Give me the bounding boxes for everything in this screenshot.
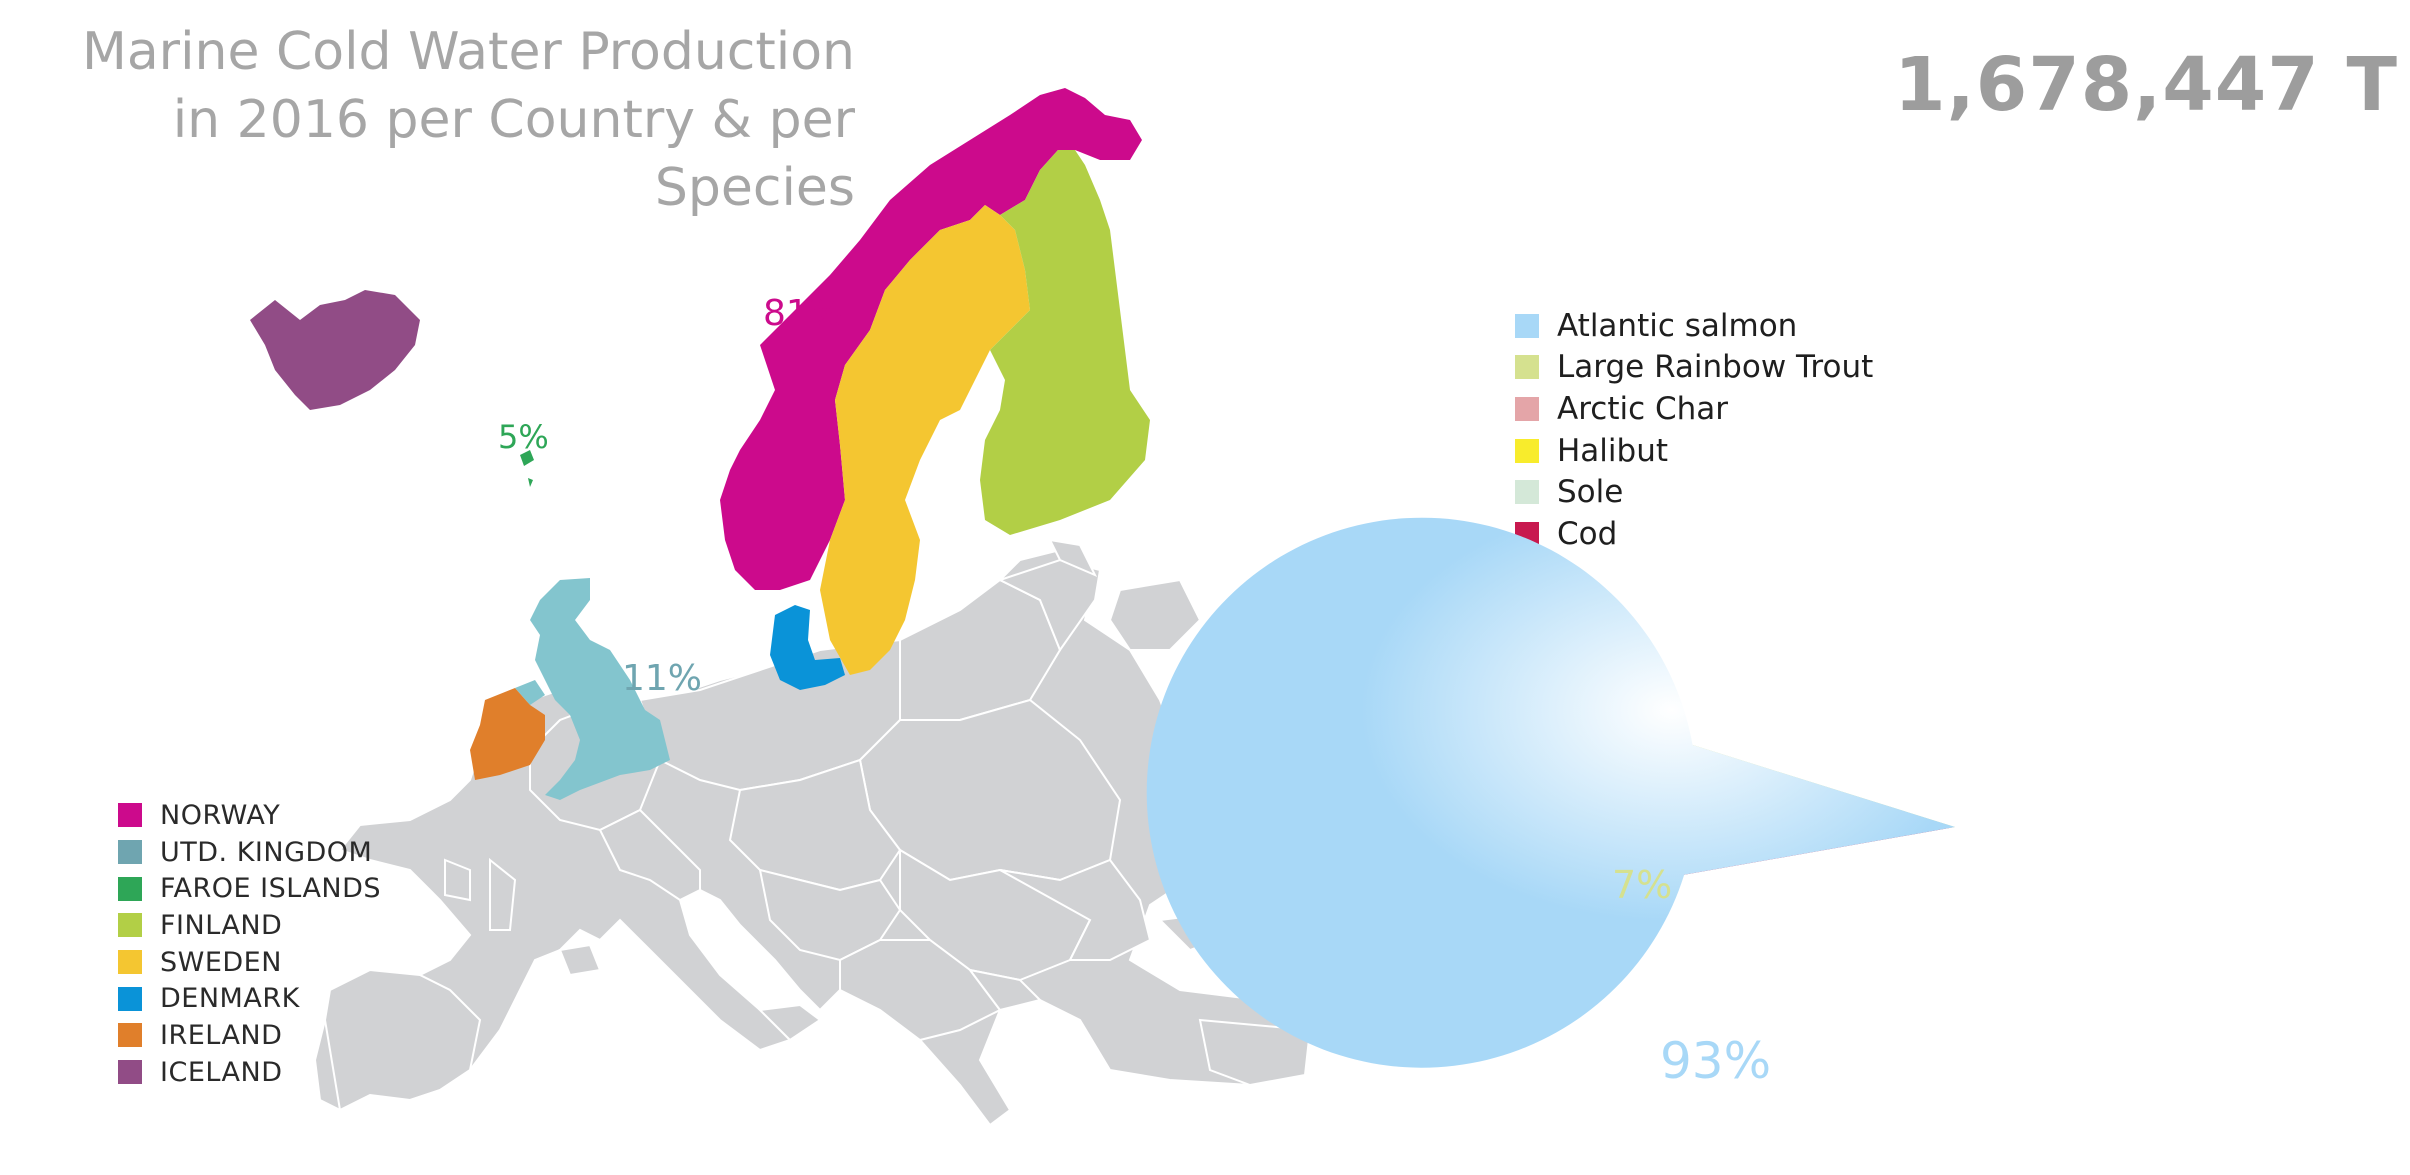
legend-item-finland: FINLAND (118, 907, 381, 944)
map-uk (530, 578, 670, 800)
legend-label: Cod (1557, 515, 1618, 552)
pie-label-large-rainbow-trout: 7% (1612, 863, 1672, 907)
legend-item-faroe-islands: FAROE ISLANDS (118, 870, 381, 907)
faroe-islands-percentage: 5% (498, 418, 549, 456)
pie-slice-atlantic-salmon (1146, 517, 1955, 1068)
legend-swatch (1515, 438, 1539, 463)
legend-item-norway: NORWAY (118, 797, 381, 834)
chart-title: Marine Cold Water Production in 2016 per… (30, 18, 855, 222)
legend-swatch (1515, 313, 1539, 338)
legend-item-sole: Sole (1515, 471, 1873, 513)
species-legend: Atlantic salmon Large Rainbow Trout Arct… (1515, 305, 1873, 555)
legend-swatch (1515, 396, 1539, 421)
legend-item-sweden: SWEDEN (118, 944, 381, 981)
legend-label: Large Rainbow Trout (1557, 349, 1874, 386)
uk-percentage: 11% (622, 658, 703, 699)
legend-item-arctic-char: Arctic Char (1515, 388, 1873, 430)
map-sweden (820, 205, 1030, 675)
legend-label: FINLAND (160, 909, 283, 941)
map-northern-ireland (515, 680, 545, 705)
legend-swatch (1515, 355, 1539, 380)
legend-label: Halibut (1557, 432, 1669, 469)
legend-item-ireland: IRELAND (118, 1017, 381, 1054)
legend-swatch (118, 803, 142, 828)
legend-label: Sole (1557, 474, 1624, 511)
legend-swatch (1515, 480, 1539, 505)
legend-label: ICELAND (160, 1056, 283, 1088)
legend-item-denmark: DENMARK (118, 980, 381, 1017)
legend-label: SWEDEN (160, 946, 282, 978)
map-denmark (770, 605, 845, 690)
legend-label: Arctic Char (1557, 390, 1729, 427)
norway-percentage: 81% (763, 293, 844, 334)
legend-swatch (118, 840, 142, 865)
legend-item-atlantic-salmon: Atlantic salmon (1515, 305, 1873, 347)
legend-item-large-rainbow-trout: Large Rainbow Trout (1515, 347, 1873, 389)
legend-swatch (118, 950, 142, 975)
legend-label: IRELAND (160, 1019, 283, 1051)
map-faroe-islands (520, 450, 534, 487)
pie-slices (1146, 517, 1955, 1068)
chart-title-line-1: Marine Cold Water Production (81, 22, 855, 82)
legend-swatch (118, 876, 142, 901)
total-production: 1,678,447 T (1894, 42, 2398, 128)
map-finland (980, 150, 1150, 535)
legend-label: Atlantic salmon (1557, 307, 1798, 344)
map-iceland (250, 290, 420, 410)
legend-item-halibut: Halibut (1515, 430, 1873, 472)
legend-swatch (118, 1060, 142, 1085)
legend-label: NORWAY (160, 799, 281, 831)
country-legend: NORWAY UTD. KINGDOM FAROE ISLANDS FINLAN… (118, 797, 381, 1091)
legend-label: DENMARK (160, 983, 300, 1015)
legend-item-iceland: ICELAND (118, 1054, 381, 1091)
europe-map (250, 88, 1312, 1127)
map-ireland (470, 688, 545, 780)
map-norway (720, 88, 1142, 590)
legend-item-utd-kingdom: UTD. KINGDOM (118, 834, 381, 871)
chart-title-line-2: in 2016 per Country & per Species (172, 90, 855, 218)
legend-label: UTD. KINGDOM (160, 836, 373, 868)
pie-label-atlantic-salmon: 93% (1660, 1032, 1771, 1090)
legend-swatch (118, 1023, 142, 1048)
legend-label: FAROE ISLANDS (160, 873, 382, 905)
legend-swatch (118, 913, 142, 938)
legend-swatch (118, 986, 142, 1011)
